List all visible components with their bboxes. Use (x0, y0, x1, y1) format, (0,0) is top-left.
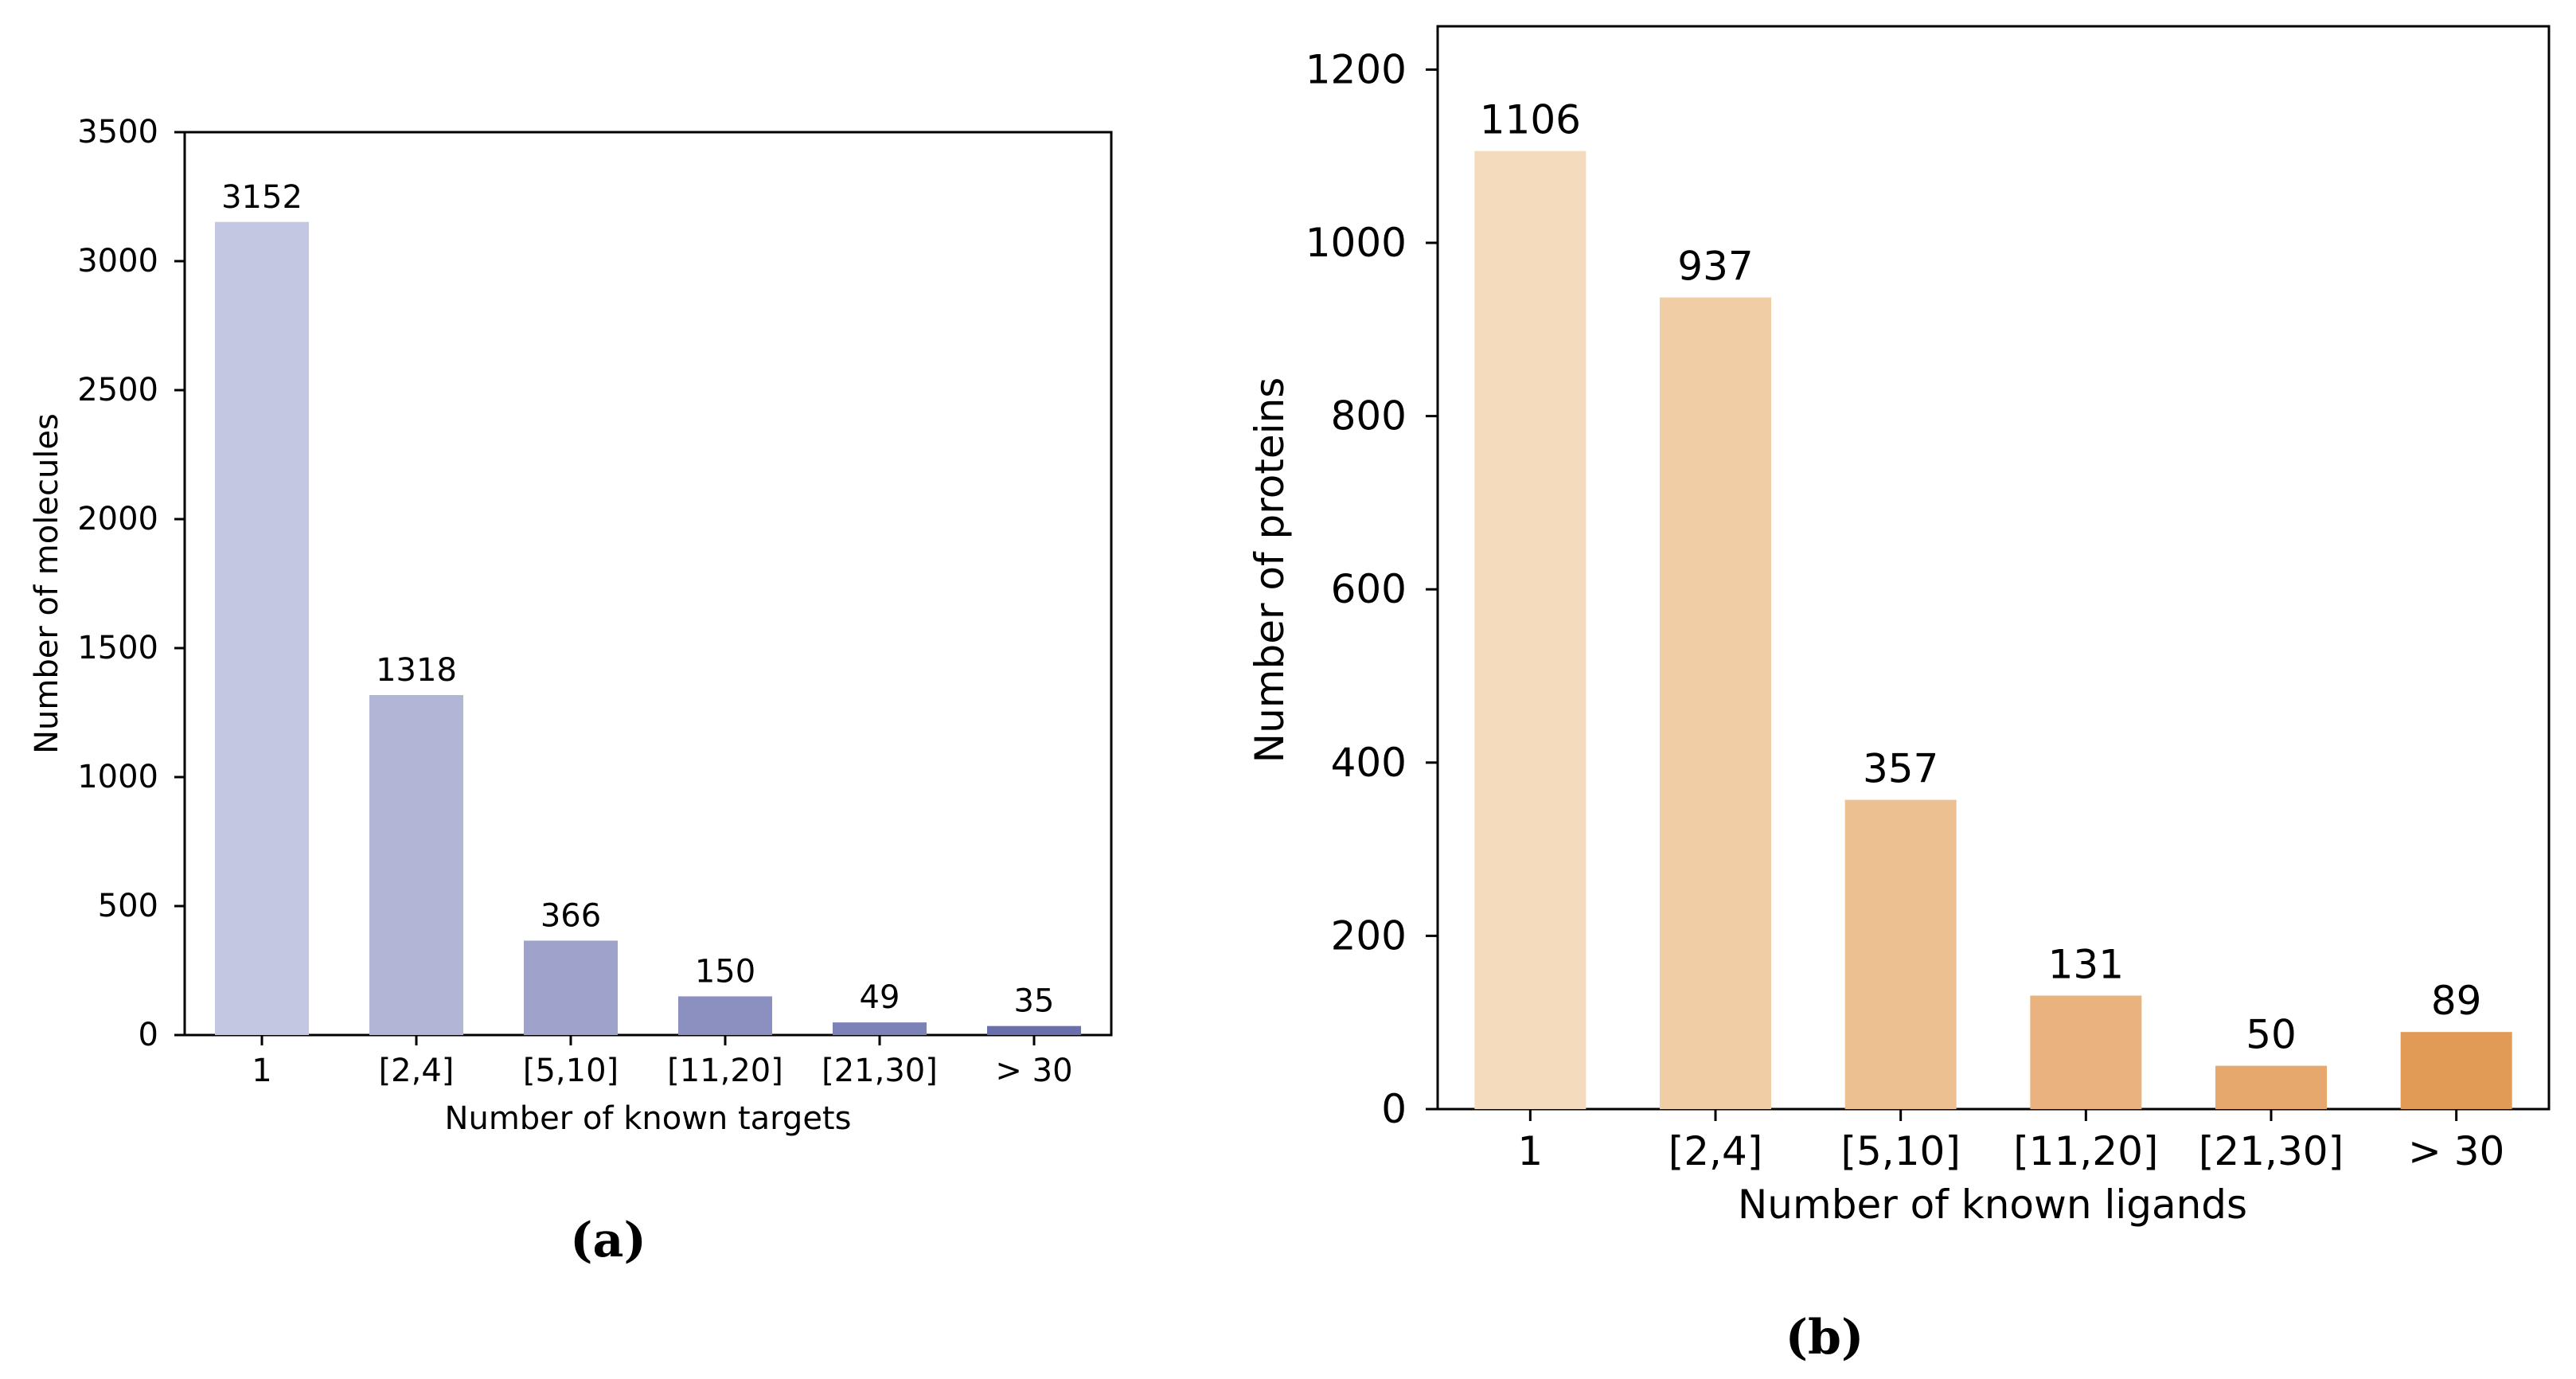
panel-a-y-tick-1: 500 (98, 888, 158, 924)
panel-b-y-axis-label: Number of proteins (1247, 377, 1293, 764)
panel-b-x-tick-0: 1 (1517, 1128, 1543, 1174)
panel-b-x-tick-3: [11,20] (2013, 1128, 2158, 1174)
panel-b-bar-5 (2400, 1032, 2512, 1109)
panel-a-y-tick-3: 1500 (77, 630, 158, 666)
panel-a-bar-1 (369, 694, 463, 1035)
panel-b-y-ticks: 0 200 400 600 800 1000 1200 (1306, 46, 1438, 1132)
panel-a-bar-5 (987, 1025, 1081, 1035)
panel-a-caption: (a) (570, 1213, 646, 1268)
panel-b-bar-2 (1844, 799, 1957, 1109)
panel-a-bar-label-0: 3152 (221, 179, 302, 216)
panel-a-x-tick-3: [11,20] (667, 1053, 783, 1089)
panel-a-x-tick-4: [21,30] (822, 1053, 938, 1089)
panel-a-bar-2 (524, 940, 618, 1035)
panel-b-x-tick-4: [21,30] (2199, 1128, 2344, 1174)
panel-b-y-tick-2: 400 (1331, 740, 1407, 786)
panel-b-x-ticks: 1 [2,4] [5,10] [11,20] [21,30] > 30 (1517, 1109, 2504, 1174)
panel-b-caption: (b) (1786, 1310, 1864, 1365)
panel-a-bar-4 (833, 1022, 927, 1035)
panel-a-bar-label-2: 366 (541, 897, 601, 934)
panel-a-y-axis-label: Number of molecules (29, 413, 65, 754)
panel-b-y-tick-4: 800 (1331, 393, 1407, 439)
panel-a-bar-label-3: 150 (695, 953, 755, 990)
panel-a-y-tick-7: 3500 (77, 114, 158, 150)
panel-a-x-tick-1: [2,4] (379, 1053, 455, 1089)
panel-a-y-tick-5: 2500 (77, 372, 158, 408)
panel-b-x-tick-5: > 30 (2408, 1128, 2504, 1174)
panel-a-y-tick-4: 2000 (77, 501, 158, 537)
panel-a-x-tick-5: > 30 (995, 1053, 1072, 1089)
panel-a-x-ticks: 1 [2,4] [5,10] [11,20] [21,30] > 30 (252, 1035, 1073, 1089)
panel-b-y-tick-1: 200 (1331, 912, 1407, 959)
panel-b-x-axis-label: Number of known ligands (1738, 1182, 2247, 1228)
panel-a-y-ticks: 0 500 1000 1500 2000 2500 3000 3500 (77, 114, 185, 1053)
panel-b-bar-4 (2215, 1065, 2327, 1109)
panel-a-y-tick-6: 3000 (77, 243, 158, 279)
panel-b-bar-0 (1474, 150, 1587, 1109)
panel-b-plot-frame (1436, 25, 2551, 1111)
panel-a-x-tick-0: 1 (252, 1053, 271, 1089)
panel-a-bar-label-4: 49 (860, 979, 900, 1016)
panel-a-y-tick-2: 1000 (77, 759, 158, 795)
panel-b-bar-label-5: 89 (2431, 978, 2482, 1024)
panel-b-bar-3 (2030, 995, 2142, 1109)
panel-b-bar-label-0: 1106 (1480, 97, 1581, 143)
panel-b-bar-label-1: 937 (1677, 244, 1753, 290)
panel-a: 3152 1318 366 150 49 35 0 500 1000 1500 2000 2500 3… (29, 114, 1113, 1268)
panel-b-y-tick-3: 600 (1331, 566, 1407, 612)
panel-a-y-tick-0: 0 (139, 1017, 158, 1053)
panel-b-bar-label-3: 131 (2048, 941, 2124, 987)
panel-b-bar-labels: 1106 937 357 131 50 89 (1480, 97, 2482, 1058)
panel-b-x-tick-2: [5,10] (1840, 1128, 1960, 1174)
panel-b-y-tick-0: 0 (1381, 1086, 1407, 1132)
panel-a-bars (215, 221, 1081, 1035)
panel-b-bar-1 (1660, 297, 1771, 1109)
panel-a-bar-label-5: 35 (1014, 983, 1055, 1020)
panel-a-bar-3 (678, 996, 772, 1035)
panel-b-x-tick-1: [2,4] (1669, 1128, 1763, 1174)
panel-a-x-axis-label: Number of known targets (445, 1100, 852, 1137)
panel-a-plot-frame (183, 131, 1113, 1037)
panel-a-bar-labels: 3152 1318 366 150 49 35 (221, 179, 1054, 1020)
panel-b-y-tick-6: 1200 (1306, 46, 1407, 92)
panel-a-bar-0 (215, 221, 309, 1035)
panel-b-bar-label-4: 50 (2246, 1012, 2297, 1058)
panel-a-bar-label-1: 1318 (376, 652, 457, 689)
panel-a-x-tick-2: [5,10] (523, 1053, 619, 1089)
panel-b-bars (1474, 150, 2512, 1109)
panel-b-y-tick-5: 1000 (1306, 220, 1407, 266)
panel-b-bar-label-2: 357 (1863, 746, 1938, 792)
